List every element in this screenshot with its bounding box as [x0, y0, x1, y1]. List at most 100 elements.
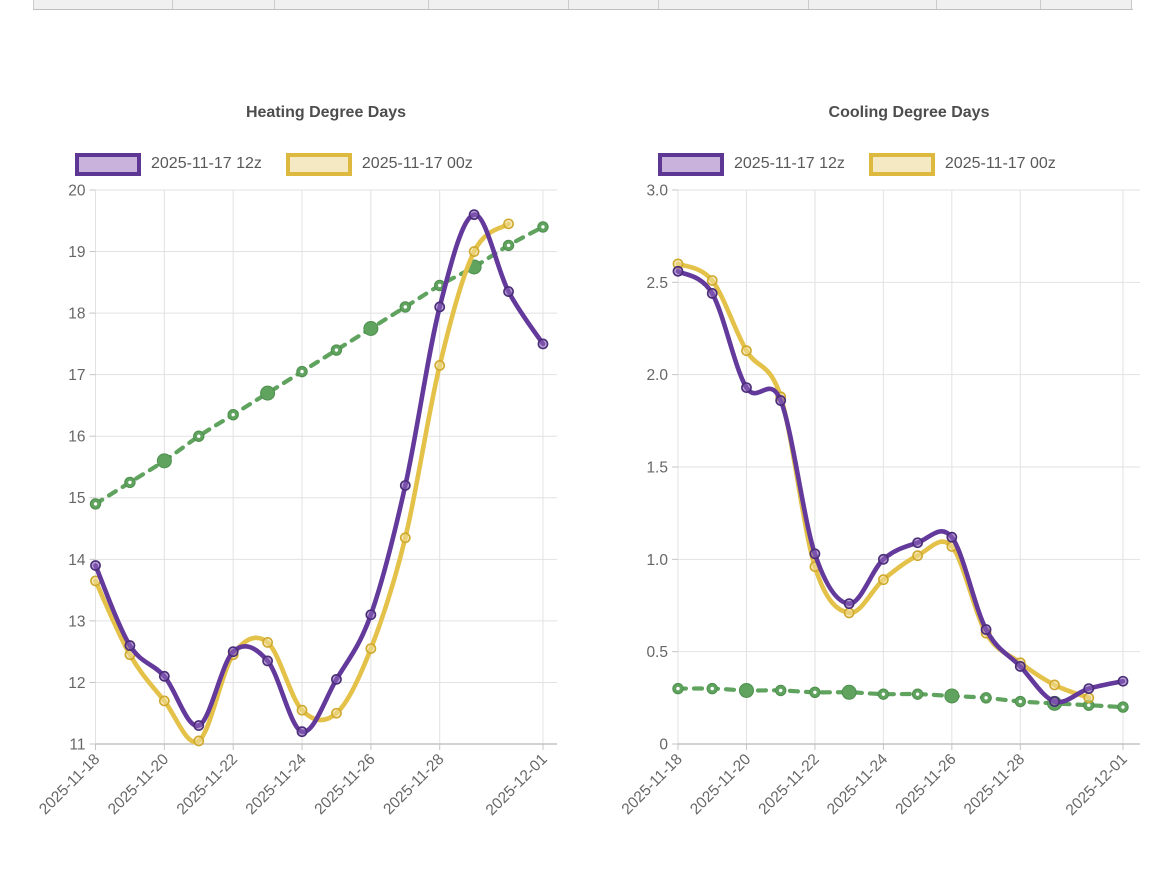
- marker-run-00z: [468, 246, 480, 257]
- marker-run-12z: [741, 382, 752, 393]
- legend-item-12z[interactable]: 2025-11-17 12z: [75, 152, 262, 176]
- marker-run-12z: [980, 624, 992, 635]
- x-tick-label: 2025-12-01: [483, 751, 551, 819]
- marker-center-dot: [710, 686, 714, 691]
- marker-green-dashed-series: [260, 385, 276, 401]
- y-tick-label: 14: [68, 552, 86, 569]
- marker-run-12z: [331, 673, 342, 685]
- marker-run-12z: [468, 209, 480, 221]
- table-header-cell-2: [275, 0, 429, 9]
- legend-item-00z[interactable]: 2025-11-17 00z: [285, 152, 473, 176]
- legend-item-12z[interactable]: 2025-11-17 12z: [658, 152, 845, 176]
- marker-run-12z: [193, 720, 205, 731]
- marker-center-dot: [915, 692, 920, 696]
- y-tick-label: 11: [69, 736, 85, 753]
- cdd-legend: 2025-11-17 12z 2025-11-17 00z: [658, 152, 1056, 176]
- y-tick-label: 18: [68, 306, 85, 323]
- y-tick-label: 3.0: [646, 182, 668, 199]
- marker-center-dot: [231, 412, 235, 417]
- marker-run-00z: [912, 550, 924, 562]
- marker-center-dot: [93, 502, 98, 506]
- table-header-cell-8: [1041, 0, 1132, 9]
- marker-run-00z: [365, 643, 377, 654]
- y-tick-label: 13: [68, 613, 85, 630]
- marker-run-00z: [399, 532, 411, 544]
- table-header-cell-1: [173, 0, 275, 9]
- marker-run-00z: [1049, 679, 1060, 691]
- legend-swatch: [658, 152, 724, 176]
- marker-run-12z: [365, 609, 377, 621]
- marker-green-dashed-series: [841, 684, 857, 700]
- marker-run-00z: [843, 607, 855, 619]
- x-tick-label: 2025-11-22: [755, 751, 822, 818]
- table-header-cell-6: [809, 0, 937, 9]
- marker-center-dot: [334, 348, 339, 352]
- x-tick-label: 2025-11-28: [380, 751, 447, 818]
- marker-center-dot: [1121, 705, 1125, 709]
- legend-label: 2025-11-17 00z: [944, 155, 1056, 172]
- marker-run-12z: [434, 301, 446, 313]
- marker-run-12z: [227, 646, 239, 658]
- chart-hdd: 11 12 13 14 15 16 17 18 19 20 2025-11-18 2025-11-20…: [36, 182, 557, 819]
- x-tick-label: 2025-11-28: [961, 751, 1028, 818]
- marker-center-dot: [541, 225, 545, 229]
- marker-run-00z: [296, 704, 308, 716]
- y-tick-label: 0: [659, 736, 668, 753]
- legend-swatch: [75, 152, 141, 176]
- table-header-cell-7: [937, 0, 1041, 9]
- x-tick-label: 2025-11-18: [619, 751, 686, 818]
- marker-run-12z: [158, 670, 170, 682]
- x-tick-label: 2025-11-20: [687, 751, 755, 819]
- marker-center-dot: [676, 686, 680, 691]
- marker-center-dot: [881, 692, 886, 696]
- marker-center-dot: [1018, 699, 1022, 704]
- x-tick-label: 2025-11-18: [36, 751, 103, 818]
- marker-center-dot: [197, 434, 201, 438]
- series-line-run-12z: [675, 268, 1126, 705]
- marker-run-12z: [296, 726, 308, 738]
- y-tick-label: 16: [68, 429, 85, 446]
- x-tick-label: 2025-11-24: [243, 751, 311, 819]
- x-tick-label: 2025-11-26: [892, 751, 959, 818]
- marker-run-12z: [946, 531, 958, 543]
- legend-item-00z[interactable]: 2025-11-17 00z: [868, 152, 1056, 176]
- x-tick-label: 2025-12-01: [1063, 751, 1131, 819]
- marker-run-12z: [809, 548, 821, 560]
- marker-green-dashed-series: [363, 321, 379, 336]
- marker-run-12z: [262, 655, 273, 667]
- marker-green-dashed-series: [156, 453, 172, 469]
- marker-green-dashed-series: [738, 682, 754, 698]
- table-header-cell-4: [569, 0, 659, 9]
- marker-run-12z: [912, 537, 924, 549]
- marker-run-12z: [843, 598, 855, 610]
- marker-run-00z: [1083, 692, 1095, 704]
- legend-label: 2025-11-17 12z: [151, 155, 262, 172]
- marker-run-12z: [399, 480, 411, 491]
- y-tick-label: 17: [68, 367, 85, 384]
- marker-run-12z: [672, 265, 684, 277]
- marker-center-dot: [813, 690, 817, 694]
- x-tick-label: 2025-11-26: [311, 751, 378, 818]
- marker-run-12z: [706, 288, 718, 299]
- y-tick-label: 2.5: [646, 275, 668, 292]
- marker-run-12z: [1014, 661, 1026, 672]
- y-tick-label: 0.5: [646, 644, 668, 661]
- marker-green-dashed-series: [944, 688, 960, 704]
- marker-center-dot: [506, 243, 511, 248]
- y-tick-label: 12: [68, 675, 85, 692]
- y-tick-label: 1.0: [646, 552, 668, 569]
- marker-center-dot: [1087, 703, 1091, 707]
- marker-run-00z: [193, 735, 205, 747]
- series-line-run-12z: [93, 212, 546, 734]
- table-header-cell-5: [659, 0, 809, 9]
- y-tick-label: 19: [68, 244, 85, 261]
- marker-run-00z: [741, 345, 752, 357]
- marker-run-00z: [262, 637, 273, 648]
- marker-run-12z: [537, 338, 549, 350]
- y-tick-label: 2.0: [646, 367, 668, 384]
- marker-run-12z: [775, 395, 787, 406]
- legend-label: 2025-11-17 12z: [734, 155, 845, 172]
- hdd-legend: 2025-11-17 12z 2025-11-17 00z: [75, 152, 473, 176]
